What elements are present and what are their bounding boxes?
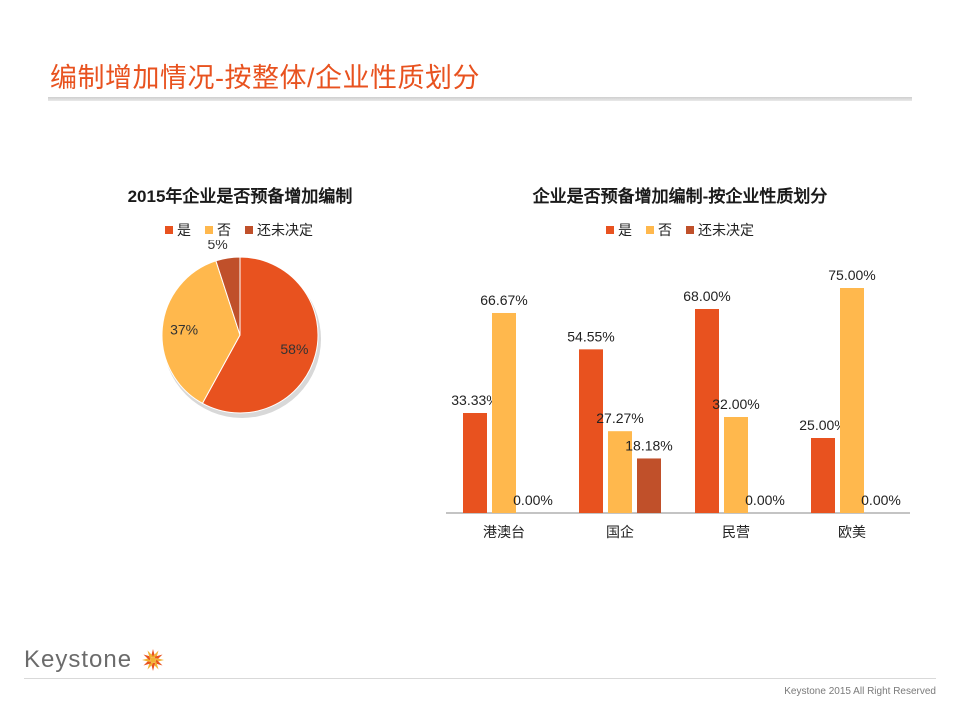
- legend-label: 是: [177, 222, 191, 238]
- legend-swatch: [646, 226, 654, 234]
- bar-value-label: 66.67%: [480, 292, 527, 308]
- bar: [695, 309, 719, 513]
- bar: [724, 417, 748, 513]
- sunburst-ray: [143, 654, 152, 661]
- pie-chart: 58% 37% 5%: [161, 240, 321, 418]
- bar-chart-title: 企业是否预备增加编制-按企业性质划分: [532, 187, 828, 206]
- bar-value-label: 0.00%: [861, 492, 901, 508]
- category-label: 国企: [606, 524, 634, 540]
- pie-label: 5%: [207, 240, 227, 252]
- pie-legend-item: 还未决定: [245, 220, 313, 240]
- pie-chart-title: 2015年企业是否预备增加编制: [127, 187, 353, 206]
- brand-logo: Keystone: [24, 646, 166, 674]
- bar: [463, 413, 487, 513]
- bar-legend: 是 否 还未决定: [606, 220, 754, 240]
- bar-legend-item: 否: [646, 220, 672, 240]
- bar: [840, 288, 864, 513]
- bar-value-label: 33.33%: [451, 392, 498, 408]
- bar-value-label: 32.00%: [712, 396, 759, 412]
- pie-legend-item: 否: [205, 220, 231, 240]
- legend-label: 还未决定: [257, 222, 313, 238]
- legend-swatch: [245, 226, 253, 234]
- category-label: 港澳台: [483, 524, 525, 540]
- pie-slice: [161, 260, 241, 405]
- pie-label: 37%: [170, 322, 198, 338]
- pie-legend: 是 否 还未决定: [165, 220, 313, 240]
- bar-value-label: 68.00%: [683, 288, 730, 304]
- bar-value-label: 0.00%: [513, 492, 553, 508]
- bar: [811, 438, 835, 513]
- legend-label: 还未决定: [698, 222, 754, 238]
- legend-swatch: [606, 226, 614, 234]
- sunburst-ray: [142, 658, 151, 662]
- bar-chart: 33.33% 66.67% 0.00% 港澳台 54.55% 27.27% 18.18% 国企…: [446, 267, 910, 540]
- bar-value-label: 75.00%: [828, 267, 875, 283]
- bar: [608, 431, 632, 513]
- copyright-text: Keystone 2015 All Right Reserved: [784, 686, 936, 697]
- sunburst-ray: [151, 663, 156, 671]
- pie-legend-item: 是: [165, 220, 191, 240]
- bar-value-label: 0.00%: [745, 492, 785, 508]
- bar-value-label: 27.27%: [596, 410, 643, 426]
- legend-label: 是: [618, 222, 632, 238]
- legend-swatch: [205, 226, 213, 234]
- footer-divider: [24, 678, 936, 679]
- sunburst-ray: [147, 661, 154, 670]
- brand-name: Keystone: [24, 646, 133, 673]
- bar: [579, 349, 603, 513]
- pie-label: 58%: [280, 341, 308, 357]
- bar-legend-item: 还未决定: [686, 220, 754, 240]
- bar: [637, 458, 661, 513]
- sunburst-icon: [142, 649, 165, 671]
- sunburst-ray: [152, 650, 159, 659]
- bar-value-label: 18.18%: [625, 437, 672, 453]
- legend-label: 否: [217, 222, 231, 238]
- sunburst-ray: [156, 658, 165, 662]
- sunburst-ray: [154, 659, 163, 666]
- legend-label: 否: [658, 222, 672, 238]
- page-title: 编制增加情况-按整体/企业性质划分: [50, 63, 480, 93]
- legend-swatch: [165, 226, 173, 234]
- sunburst-ray: [151, 649, 156, 657]
- category-label: 欧美: [838, 524, 866, 540]
- bar-value-label: 25.00%: [799, 417, 846, 433]
- legend-swatch: [686, 226, 694, 234]
- bar: [492, 312, 516, 513]
- title-divider: [48, 97, 912, 101]
- sunburst-core: [150, 657, 157, 663]
- bar-value-label: 54.55%: [567, 328, 614, 344]
- pie-slice: [215, 256, 241, 336]
- pie-slice: [201, 256, 319, 414]
- sunburst-ray: [147, 650, 154, 659]
- category-label: 民营: [722, 524, 750, 540]
- bar-legend-item: 是: [606, 220, 632, 240]
